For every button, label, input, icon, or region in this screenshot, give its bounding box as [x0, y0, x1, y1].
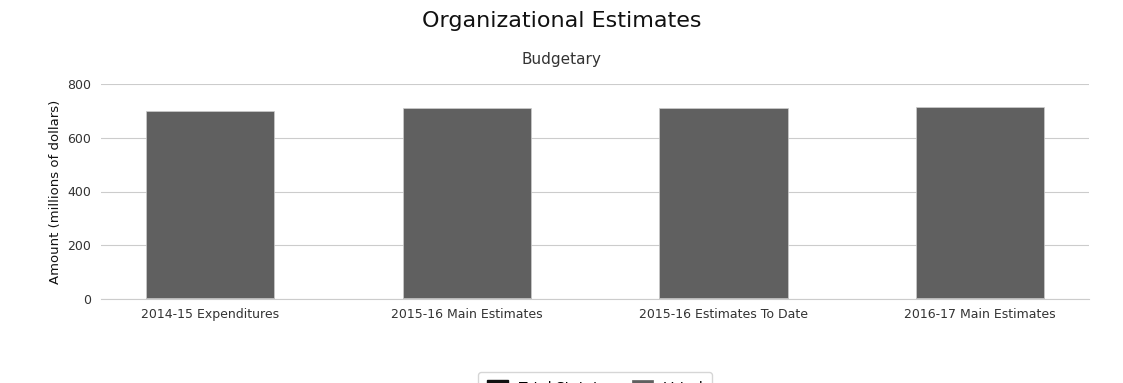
Bar — [659, 108, 787, 298]
Text: Organizational Estimates: Organizational Estimates — [422, 11, 701, 31]
Bar — [146, 111, 274, 298]
Bar — [403, 108, 531, 298]
Bar — [659, 298, 787, 299]
Bar — [146, 298, 274, 299]
Text: Budgetary: Budgetary — [521, 52, 602, 67]
Y-axis label: Amount (millions of dollars): Amount (millions of dollars) — [48, 99, 62, 284]
Bar — [916, 107, 1044, 298]
Bar — [403, 298, 531, 299]
Bar — [916, 298, 1044, 299]
Legend: Total Statutory, Voted: Total Statutory, Voted — [478, 372, 712, 383]
